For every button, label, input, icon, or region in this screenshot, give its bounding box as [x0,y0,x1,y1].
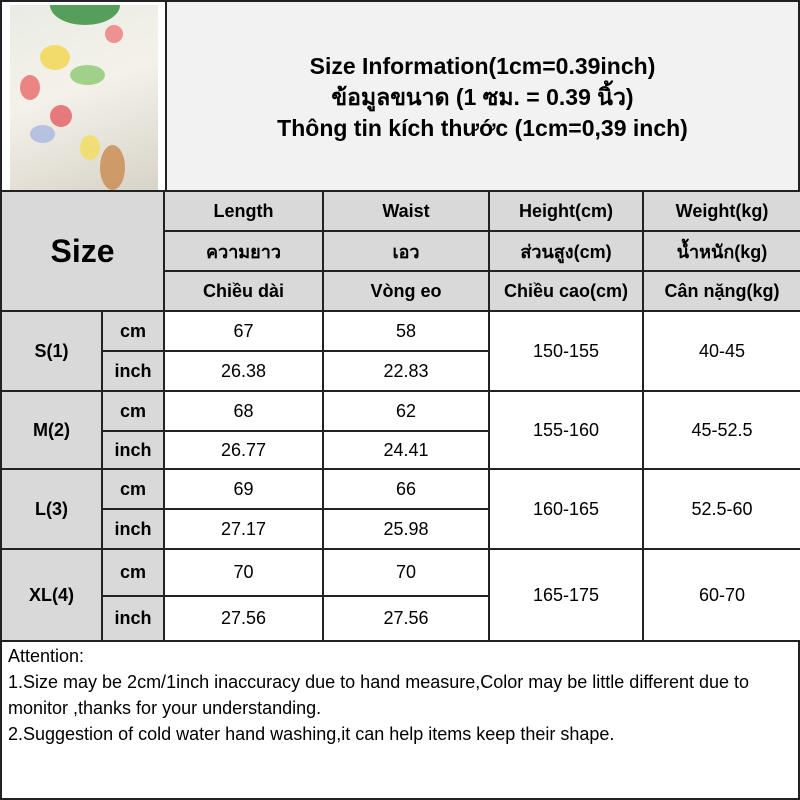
table-row-cm: L(3) cm 69 66 160-165 52.5-60 [0,468,800,550]
waist-cm: 58 [322,310,490,352]
size-label: XL(4) [0,548,103,642]
length-inch: 26.38 [163,350,324,392]
title-vietnamese: Thông tin kích thước (1cm=0,39 inch) [277,115,688,141]
table-row-inch: inch 26.38 22.83 [1,350,800,392]
length-cm: 68 [163,390,324,432]
col-weight-en: Weight(kg) [642,190,800,232]
size-label: S(1) [0,310,103,392]
col-length-vi: Chiều dài [163,270,324,312]
attention-line-1: 1.Size may be 2cm/1inch inaccuracy due t… [8,672,750,718]
table-row-cm: XL(4) cm 70 70 165-175 60-70 [0,548,800,642]
length-inch: 26.77 [163,430,324,470]
waist-inch: 22.83 [322,350,490,392]
table-row-inch: inch 27.56 27.56 [1,595,800,642]
col-height-en: Height(cm) [488,190,644,232]
waist-inch: 24.41 [322,430,490,470]
waist-inch: 25.98 [322,508,490,550]
title-thai: ข้อมูลขนาด (1 ซม. = 0.39 นิ้ว) [331,84,634,110]
height-range: 155-160 [488,390,644,470]
col-waist-en: Waist [322,190,490,232]
title-box: Size Information(1cm=0.39inch) ข้อมูลขนา… [165,2,798,193]
unit-cm: cm [101,548,165,597]
col-length-th: ความยาว [163,230,324,272]
unit-inch: inch [101,350,165,392]
weight-range: 40-45 [642,310,800,392]
waist-inch: 27.56 [322,595,490,642]
size-label: M(2) [0,390,103,470]
length-inch: 27.17 [163,508,324,550]
length-inch: 27.56 [163,595,324,642]
length-cm: 67 [163,310,324,352]
col-waist-vi: Vòng eo [322,270,490,312]
weight-range: 52.5-60 [642,468,800,550]
waist-cm: 66 [322,468,490,510]
col-height-th: ส่วนสูง(cm) [488,230,644,272]
product-photo [10,5,158,190]
weight-range: 45-52.5 [642,390,800,470]
header-section: Size Information(1cm=0.39inch) ข้อมูลขนา… [0,0,800,193]
col-weight-th: น้ำหนัก(kg) [642,230,800,272]
col-length-en: Length [163,190,324,232]
col-weight-vi: Cân nặng(kg) [642,270,800,312]
waist-cm: 62 [322,390,490,432]
unit-inch: inch [101,595,165,642]
waist-cm: 70 [322,548,490,597]
unit-inch: inch [101,430,165,470]
height-range: 165-175 [488,548,644,642]
attention-notes: Attention: 1.Size may be 2cm/1inch inacc… [0,640,800,800]
title-english: Size Information(1cm=0.39inch) [309,53,656,79]
size-table: Size Length Waist Height(cm) Weight(kg) … [0,190,800,642]
table-row-inch: inch 26.77 24.41 [1,430,800,470]
length-cm: 70 [163,548,324,597]
length-cm: 69 [163,468,324,510]
unit-cm: cm [101,468,165,510]
table-row-cm: S(1) cm 67 58 150-155 40-45 [0,310,800,392]
attention-line-2: 2.Suggestion of cold water hand washing,… [8,724,615,744]
unit-inch: inch [101,508,165,550]
height-range: 160-165 [488,468,644,550]
size-header: Size [0,190,165,312]
unit-cm: cm [101,310,165,352]
table-row-cm: M(2) cm 68 62 155-160 45-52.5 [0,390,800,470]
height-range: 150-155 [488,310,644,392]
col-waist-th: เอว [322,230,490,272]
size-label: L(3) [0,468,103,550]
attention-heading: Attention: [8,646,85,666]
unit-cm: cm [101,390,165,432]
weight-range: 60-70 [642,548,800,642]
table-row-inch: inch 27.17 25.98 [1,508,800,550]
col-height-vi: Chiều cao(cm) [488,270,644,312]
